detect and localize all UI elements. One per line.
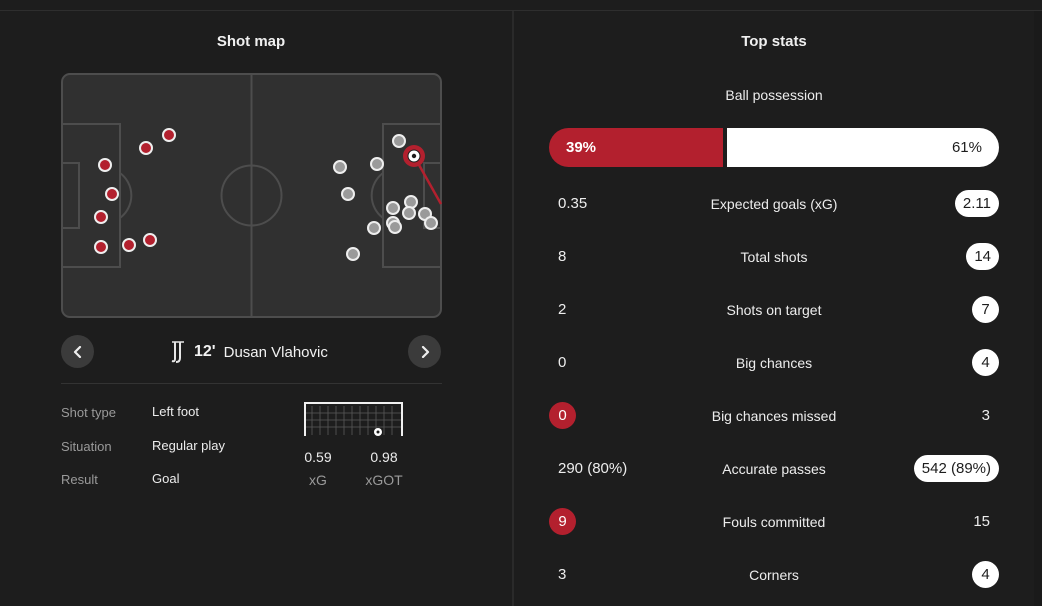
- result-value: Goal: [152, 471, 180, 486]
- situation-label: Situation: [61, 439, 112, 454]
- shot-marker: [424, 216, 438, 230]
- stat-home-value: 8: [558, 248, 567, 265]
- juventus-logo-icon: [171, 341, 184, 363]
- shot-marker: [404, 195, 418, 209]
- stat-home-value: 0: [558, 354, 567, 371]
- stat-name: Expected goals (xG): [710, 196, 838, 212]
- result-label: Result: [61, 472, 98, 487]
- stat-home-value: 0.35: [558, 195, 588, 212]
- stat-home-value: 9: [549, 508, 576, 535]
- shot-marker: [98, 158, 112, 172]
- stat-row-fouls-committed: 9 Fouls committed 15: [549, 507, 999, 537]
- stat-row-shots-on-target: 2 Shots on target 7: [549, 295, 999, 325]
- selected-shot-marker: [403, 145, 425, 167]
- goal-frame: [304, 402, 403, 436]
- possession-home: 39%: [549, 128, 723, 167]
- shot-type-label: Shot type: [61, 405, 116, 420]
- stat-home-value: 3: [558, 566, 567, 583]
- stat-away-value: 7: [972, 296, 999, 323]
- shot-marker: [139, 141, 153, 155]
- chevron-left-icon: [73, 345, 81, 358]
- stat-away-value: 4: [972, 561, 999, 588]
- stat-row-expected-goals: 0.35 Expected goals (xG) 2.11: [549, 189, 999, 219]
- shot-map-title: Shot map: [216, 33, 286, 50]
- possession-away: 61%: [727, 128, 999, 167]
- player-name: Dusan Vlahovic: [223, 343, 328, 361]
- stat-row-corners: 3 Corners 4: [549, 560, 999, 590]
- stat-home-value: 2: [558, 301, 567, 318]
- stat-home-value: 290 (80%): [558, 460, 628, 477]
- stat-away-value: 3: [981, 407, 990, 424]
- stat-row-big-chances: 0 Big chances 4: [549, 348, 999, 378]
- stat-name: Shots on target: [726, 302, 822, 318]
- stat-away-value: 2.11: [954, 190, 999, 217]
- shot-map-panel: Shot map: [0, 11, 512, 606]
- previous-shot-button[interactable]: [61, 335, 94, 368]
- shot-marker: [402, 206, 416, 220]
- stat-row-accurate-passes: 290 (80%) Accurate passes 542 (89%): [549, 454, 999, 484]
- shot-marker: [94, 240, 108, 254]
- stat-home-value: 0: [549, 402, 576, 429]
- stat-away-value: 15: [973, 513, 990, 530]
- stat-name: Total shots: [740, 249, 808, 265]
- shot-marker: [386, 201, 400, 215]
- top-stats-panel: Top stats Ball possession 39% 61% 0.35 E…: [514, 11, 1034, 606]
- top-border: [0, 10, 1042, 11]
- shot-marker: [105, 187, 119, 201]
- stat-name: Big chances missed: [711, 408, 837, 424]
- shot-type-value: Left foot: [152, 404, 199, 419]
- stat-away-value: 14: [966, 243, 999, 270]
- shot-marker: [341, 187, 355, 201]
- xgot-value: 0.98: [370, 449, 398, 465]
- separator: [61, 383, 442, 384]
- shot-marker: [143, 233, 157, 247]
- stat-away-value: 542 (89%): [913, 455, 999, 482]
- xg-label: xG: [309, 472, 327, 488]
- stat-name: Big chances: [735, 355, 813, 371]
- shot-marker: [370, 157, 384, 171]
- stat-name: Accurate passes: [722, 461, 826, 477]
- shot-marker: [388, 220, 402, 234]
- shot-marker: [94, 210, 108, 224]
- stat-name: Fouls committed: [722, 514, 826, 530]
- panel-divider: [512, 11, 514, 606]
- shot-marker: [333, 160, 347, 174]
- xg-value: 0.59: [304, 449, 332, 465]
- situation-value: Regular play: [152, 438, 225, 453]
- shot-marker: [346, 247, 360, 261]
- stat-name: Corners: [749, 567, 799, 583]
- stat-row-total-shots: 8 Total shots 14: [549, 242, 999, 272]
- xgot-label: xGOT: [365, 472, 403, 488]
- shot-marker: [162, 128, 176, 142]
- next-shot-button[interactable]: [408, 335, 441, 368]
- scroll-gutter: [1034, 11, 1042, 606]
- possession-bar: 39% 61%: [549, 128, 999, 167]
- chevron-right-icon: [421, 345, 429, 358]
- shot-minute: 12': [194, 343, 216, 360]
- stat-row-big-chances-missed: 0 Big chances missed 3: [549, 401, 999, 431]
- goal-ball-icon: [374, 428, 382, 436]
- shot-marker: [367, 221, 381, 235]
- stat-away-value: 4: [972, 349, 999, 376]
- selected-shot-player: 12' Dusan Vlahovic: [170, 341, 328, 363]
- shot-marker: [122, 238, 136, 252]
- possession-label: Ball possession: [725, 87, 823, 103]
- top-stats-title: Top stats: [741, 33, 807, 50]
- shot-map-pitch[interactable]: [61, 73, 442, 318]
- shot-marker: [392, 134, 406, 148]
